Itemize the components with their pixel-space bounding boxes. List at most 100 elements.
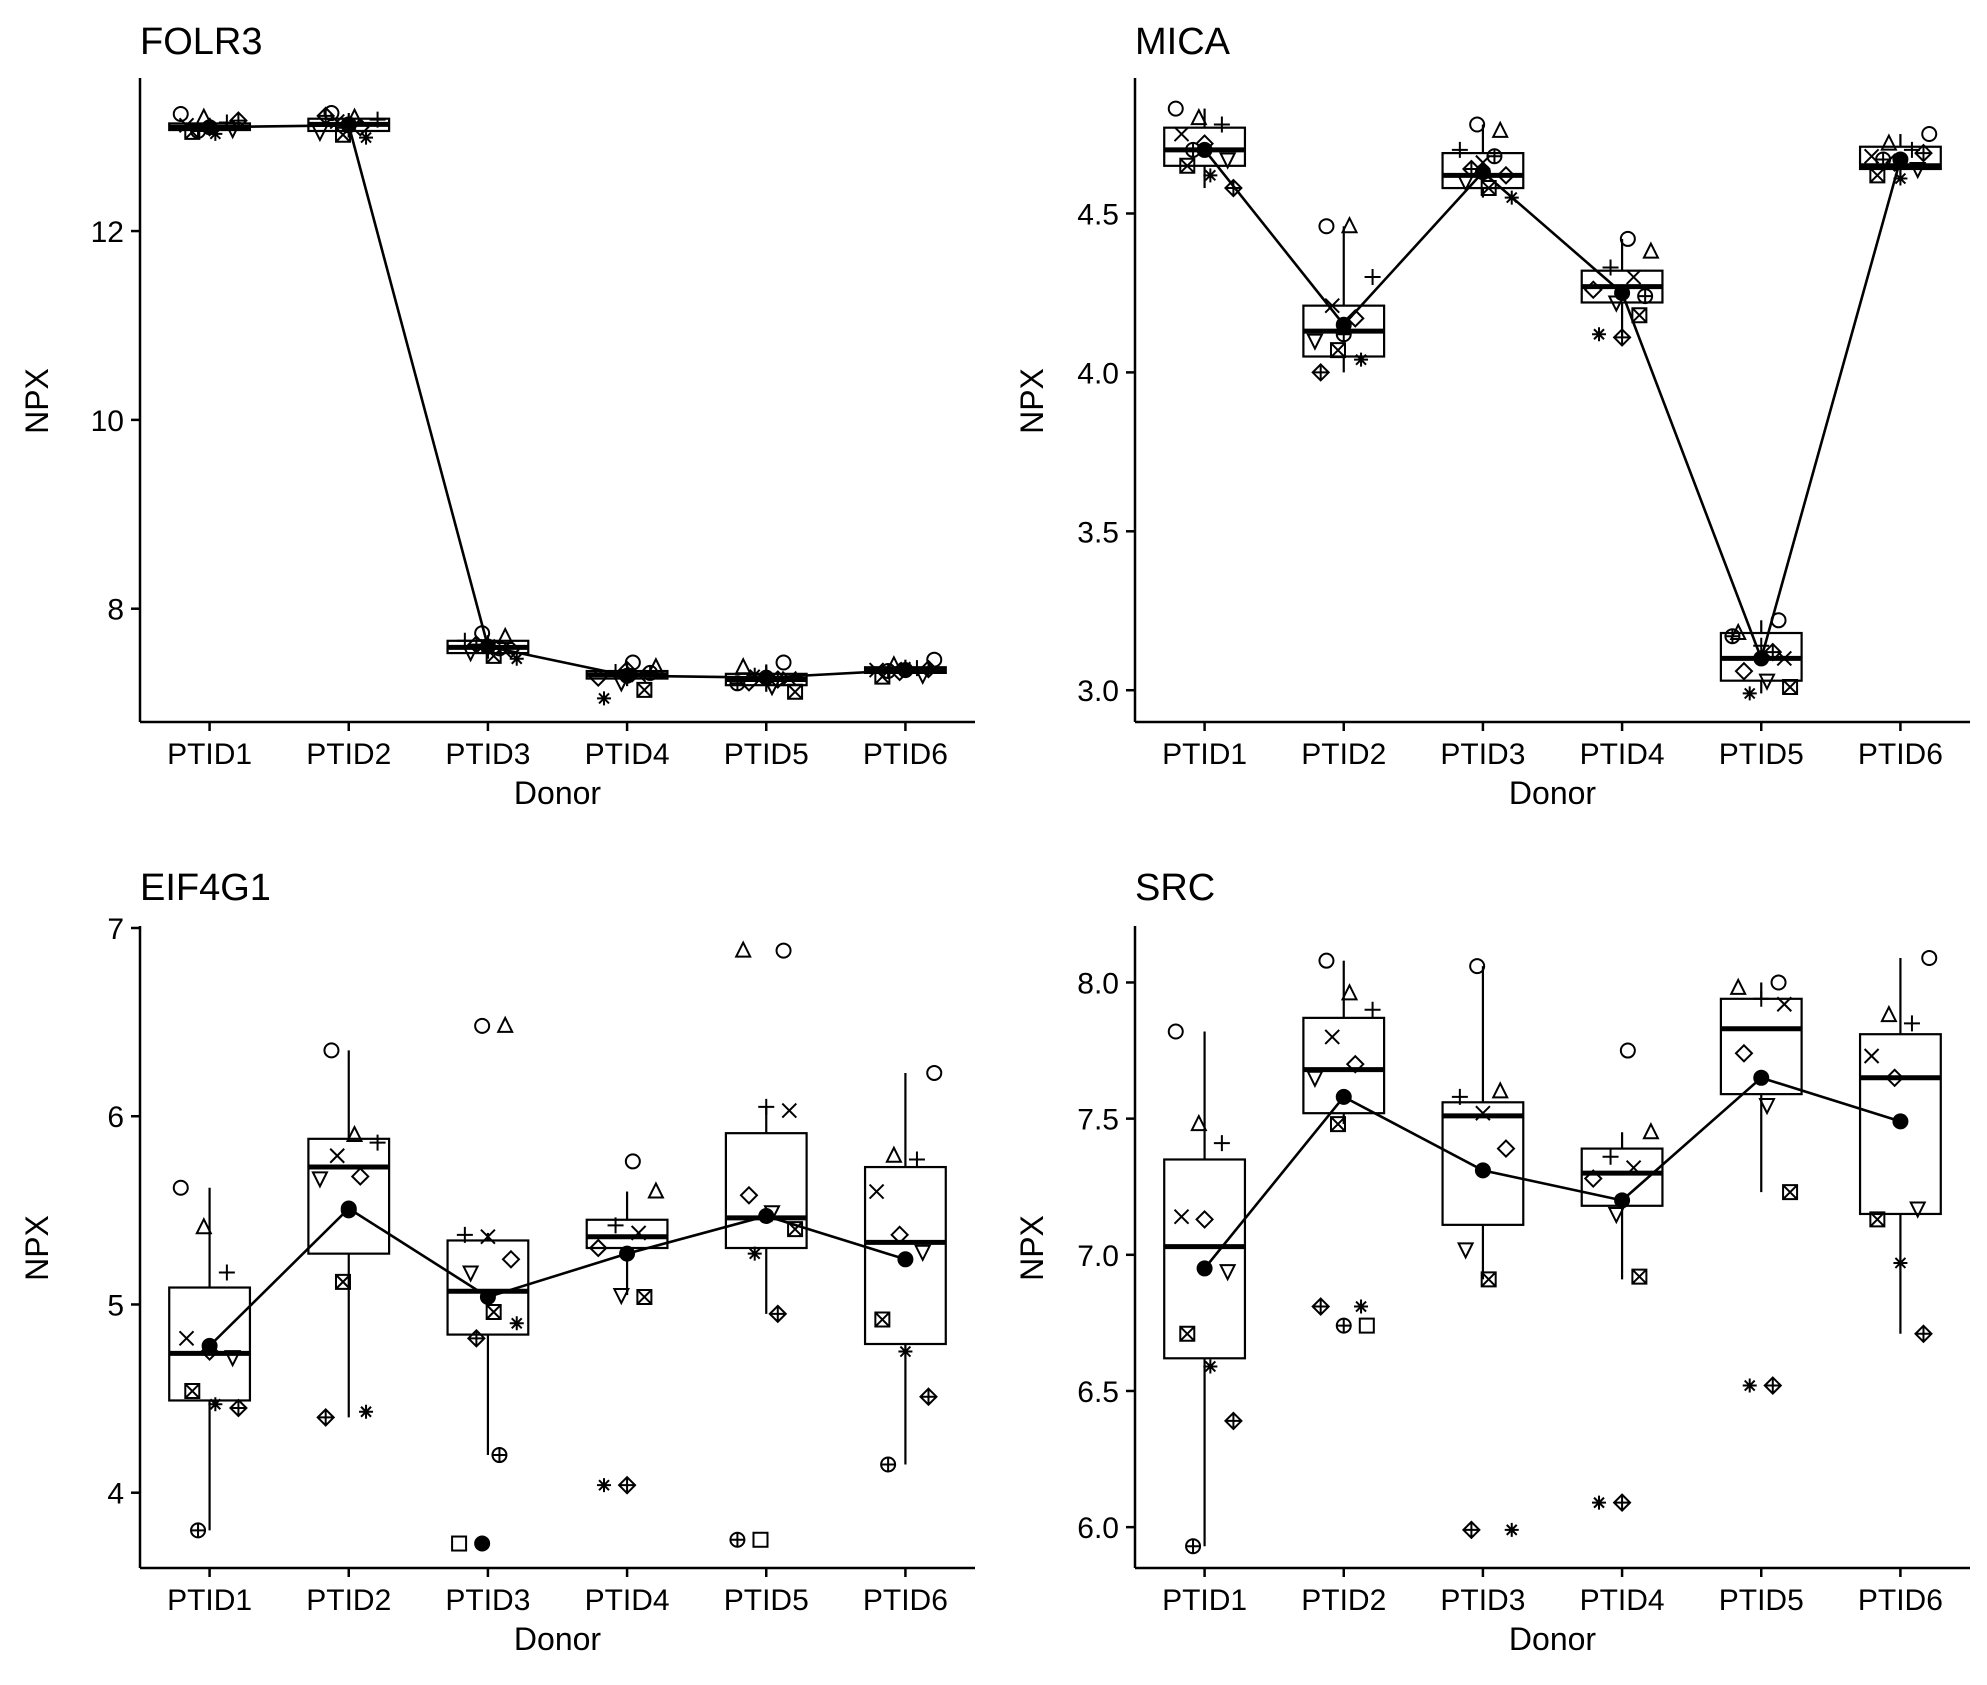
data-point — [775, 942, 792, 959]
data-point — [1345, 308, 1365, 328]
x-tick-label: PTID2 — [306, 738, 391, 771]
x-axis-label: Donor — [514, 1621, 602, 1657]
mean-point — [340, 117, 357, 134]
y-tick-label: 8 — [107, 594, 124, 627]
x-axis-label: Donor — [514, 775, 602, 811]
x-tick-label: PTID3 — [445, 738, 530, 771]
data-point — [1167, 100, 1184, 117]
y-tick-label: 3.0 — [1077, 675, 1119, 708]
y-tick-label: 6.5 — [1077, 1376, 1119, 1409]
data-point — [768, 1304, 788, 1324]
data-point — [1758, 1098, 1776, 1116]
data-point — [926, 1064, 943, 1081]
data-point — [1480, 1271, 1497, 1288]
data-point — [1909, 161, 1927, 180]
x-tick-label: PTID3 — [1440, 738, 1525, 771]
y-tick-label: 12 — [91, 216, 124, 249]
mean-point — [1196, 141, 1213, 158]
data-point — [1885, 1068, 1905, 1088]
panel-title: FOLR3 — [140, 21, 262, 63]
data-point — [350, 1167, 370, 1186]
mean-point — [1892, 151, 1909, 168]
mean-point — [479, 1288, 496, 1305]
y-tick-label: 4.5 — [1077, 198, 1119, 231]
data-point — [1753, 990, 1770, 1007]
data-point — [914, 1244, 932, 1263]
data-point — [617, 1475, 637, 1495]
y-tick-label: 10 — [91, 405, 124, 438]
data-point — [466, 1328, 486, 1348]
data-point — [1329, 342, 1346, 359]
mean-point — [1753, 650, 1770, 667]
x-tick-label: PTID5 — [1719, 1584, 1804, 1617]
data-point — [1592, 1495, 1607, 1510]
x-tick-label: PTID1 — [1162, 1584, 1247, 1617]
data-point — [1451, 1088, 1468, 1105]
data-point — [612, 1288, 630, 1306]
mean-point — [1335, 316, 1352, 333]
data-point — [1583, 280, 1603, 300]
x-tick-label: PTID1 — [1162, 738, 1247, 771]
mean-point — [1196, 1260, 1213, 1277]
data-point — [908, 1151, 925, 1168]
mean-point — [201, 119, 218, 136]
mean-point — [897, 662, 914, 679]
data-point — [1880, 133, 1898, 151]
data-point — [1642, 1122, 1660, 1140]
data-point — [747, 1246, 762, 1261]
data-point — [1625, 269, 1642, 285]
data-point — [1306, 1070, 1324, 1089]
data-point — [919, 1387, 938, 1407]
data-point — [1607, 1206, 1625, 1225]
data-point — [1480, 180, 1497, 197]
data-point — [1612, 1493, 1632, 1513]
data-point — [178, 1330, 195, 1347]
data-point — [588, 668, 608, 688]
data-point — [597, 1478, 612, 1493]
data-point — [1921, 126, 1938, 143]
data-point — [509, 1316, 524, 1331]
y-tick-label: 4 — [107, 1478, 124, 1511]
data-point — [1345, 1054, 1365, 1074]
data-point — [1318, 218, 1335, 235]
x-tick-label: PTID5 — [1719, 738, 1804, 771]
x-tick-label: PTID2 — [1301, 1584, 1386, 1617]
y-tick-label: 5 — [107, 1289, 124, 1322]
data-point — [323, 1042, 340, 1059]
data-point — [190, 1522, 207, 1539]
data-point — [607, 1217, 624, 1234]
x-tick-label: PTID3 — [1440, 1584, 1525, 1617]
data-point — [369, 1134, 386, 1151]
data-point — [1903, 1015, 1920, 1032]
data-point — [1219, 152, 1237, 170]
data-point — [1213, 116, 1230, 133]
x-tick-label: PTID2 — [1301, 738, 1386, 771]
data-point — [1869, 1211, 1886, 1228]
data-point — [228, 1398, 248, 1418]
data-point — [334, 1273, 351, 1290]
x-tick-label: PTID4 — [585, 738, 670, 771]
x-tick-label: PTID1 — [167, 1584, 252, 1617]
data-point — [1340, 215, 1359, 234]
data-point — [1219, 1264, 1237, 1282]
data-point — [1893, 1255, 1908, 1270]
panel-title: EIF4G1 — [140, 867, 271, 909]
data-point — [1763, 1376, 1783, 1395]
data-point — [218, 1264, 235, 1281]
x-tick-label: PTID6 — [1858, 738, 1943, 771]
data-point — [1914, 1324, 1933, 1344]
data-point — [184, 1383, 201, 1400]
data-point — [1496, 1139, 1516, 1159]
data-point — [919, 659, 938, 679]
data-point — [1782, 679, 1799, 696]
box — [585, 1218, 669, 1250]
x-axis-label: Donor — [1509, 775, 1597, 811]
data-point — [345, 1124, 364, 1143]
data-point — [1179, 157, 1196, 174]
data-point — [1592, 327, 1607, 342]
data-point — [1863, 1048, 1880, 1064]
data-point — [1311, 1297, 1331, 1316]
data-point — [1364, 269, 1381, 286]
data-point — [787, 683, 804, 700]
